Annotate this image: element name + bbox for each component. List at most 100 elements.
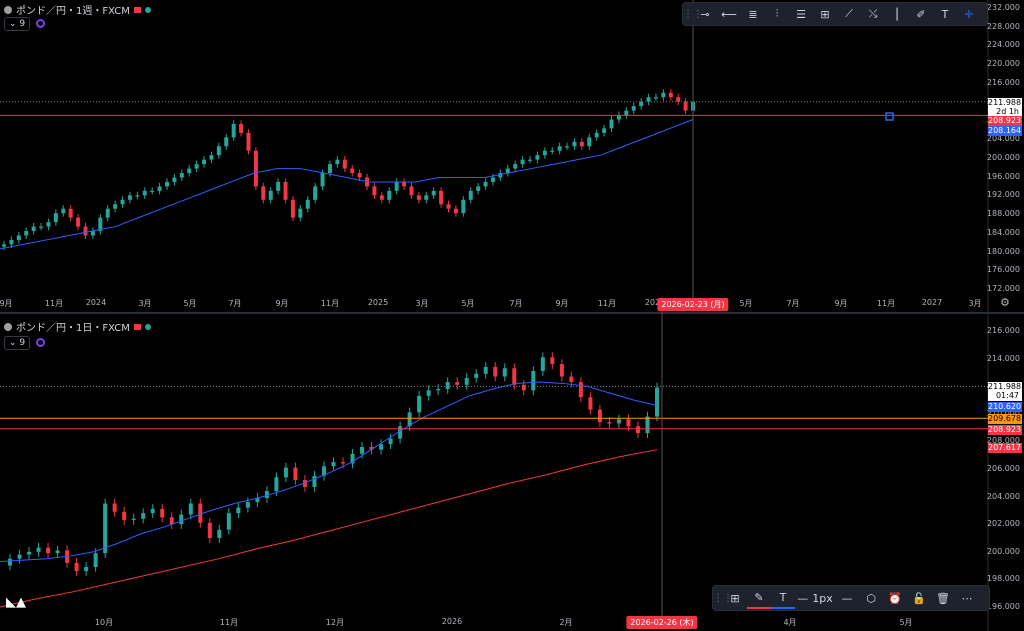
candle-body [253,150,258,187]
drawing-toolbar-top[interactable]: ⋮⋮ ⊸ ⟵ ≣ ⫶ ☰ ⊞ ⟋ ⤯ ⎮ ✐ T ✛ [682,2,988,26]
candle-body [431,190,436,196]
candle-body [372,186,377,196]
drawing-properties-toolbar[interactable]: ⋮⋮ ⊞ ✎ T — 1px — ⬡ ⏰ 🔓 🗑 ⋯ [712,585,990,611]
candle-body [274,477,279,492]
horizontal-line-icon[interactable]: ⟵ [721,7,737,21]
candle-body [635,426,640,434]
time-tick-label: 11月 [876,299,896,308]
flag-icon[interactable] [133,6,141,13]
candle-body [468,190,473,200]
candle-body [565,146,570,148]
text-icon[interactable]: T [941,7,949,21]
crosshair-icon[interactable]: ✛ [964,7,974,21]
trend-line-icon[interactable]: ⟋ [845,7,853,20]
line-dash-icon[interactable]: — [841,591,853,605]
price-tick-label: 206.000 [986,464,1020,473]
top-legend-title: ポンド／円・1週・FXCM [16,6,130,17]
bottom-ma-blue-line [0,381,658,562]
candle-body [135,195,140,197]
pencil-icon[interactable]: ✎ [747,587,771,609]
candle-body [588,397,593,410]
candle-body [76,217,81,227]
price-tick-label: 176.000 [986,265,1020,275]
top-symbol-legend[interactable]: ポンド／円・1週・FXCM [4,2,151,17]
price-tick-label: 200.000 [986,546,1020,556]
candle-body [24,231,29,236]
candle-body [112,503,117,512]
candle-body [350,168,355,174]
time-tick-label: 9月 [0,299,13,308]
candle-body [93,553,98,567]
candle-body [298,208,303,218]
lock-icon[interactable]: 🔓 [912,591,926,605]
flag-icon[interactable] [133,323,141,330]
more-icon[interactable]: ⋯ [961,591,973,605]
horizontal-ray-icon[interactable]: ⊸ [700,7,710,21]
candle-body [540,357,545,372]
time-tick-label: 3月 [968,299,982,308]
fib-levels-icon[interactable]: ☰ [796,7,806,21]
candle-body [542,150,547,156]
price-tick-label: 224.000 [986,40,1020,50]
drag-handle-icon[interactable]: ⋮⋮ [713,592,733,604]
gear-icon[interactable] [36,19,45,28]
candle-body [521,384,526,391]
fib-channel-icon[interactable]: ⫶ [775,7,779,20]
price-tick-label: 198.000 [986,574,1020,584]
candle-body [127,195,132,200]
candle-body [207,522,212,538]
candle-body [398,426,403,439]
parallel-channel-icon[interactable]: ≣ [748,7,758,21]
time-tick-label: 2026 [441,617,463,626]
candle-body [653,97,658,99]
brush-icon[interactable]: ✐ [916,7,926,21]
candle-body [188,503,193,515]
top-indicators-toggle[interactable]: ⌄ 9 [4,17,31,31]
text-icon[interactable]: T [771,587,795,609]
bottom-line-tag: 208.923 [988,425,1022,435]
candle-body [187,168,192,174]
weekly-chart-pane[interactable]: ポンド／円・1週・FXCM ⌄ 9 [0,0,1024,312]
candle-body [68,208,73,218]
vertical-line-icon[interactable]: ⎮ [894,7,900,21]
candle-body [231,123,236,138]
daily-chart-pane[interactable]: ポンド／円・1日・FXCM ⌄ 9 [0,315,1024,631]
grid-icon[interactable]: ⊞ [820,7,830,21]
candle-body [550,150,555,152]
tradingview-logo[interactable]: ◣▲ [6,595,26,610]
time-tick-label: 2025 [367,298,389,307]
candle-body [474,373,479,378]
candle-body [268,190,273,200]
alarm-icon[interactable]: ⏰ [888,591,902,605]
chevron-down-icon: ⌄ [9,338,17,348]
candle-body [409,186,414,196]
candle-body [122,511,127,521]
price-tick-label: 214.000 [986,353,1020,363]
price-tick-label: 220.000 [986,59,1020,69]
candle-body [239,123,244,133]
bottom-last-price-tag: 211.988 [988,382,1022,392]
candle-body [113,204,118,209]
gear-icon[interactable] [36,338,45,347]
line-style-icon[interactable]: — 1px [797,591,833,605]
price-tick-label: 204.000 [986,134,1020,144]
top-indicator-count: 9 [19,19,26,29]
settings-icon[interactable]: ⬡ [866,591,876,605]
candle-body [264,491,269,498]
settings-icon[interactable]: ⚙ [1000,296,1010,309]
drag-handle-icon[interactable]: ⋮⋮ [683,8,703,20]
path-icon[interactable]: ⤯ [868,7,878,20]
bottom-indicators-toggle[interactable]: ⌄ 9 [4,336,31,350]
time-tick-label: 2027 [921,298,943,307]
time-tick-label: 2月 [559,618,573,627]
price-tick-label: 172.000 [986,284,1020,293]
time-tick-label: 3月 [138,299,152,308]
candle-body [105,208,110,218]
candle-body [209,155,214,160]
trash-icon[interactable]: 🗑 [936,591,950,605]
candle-body [572,141,577,147]
grid-icon[interactable]: ⊞ [730,591,740,605]
candle-body [164,181,169,187]
bottom-symbol-legend[interactable]: ポンド／円・1日・FXCM [4,319,151,334]
